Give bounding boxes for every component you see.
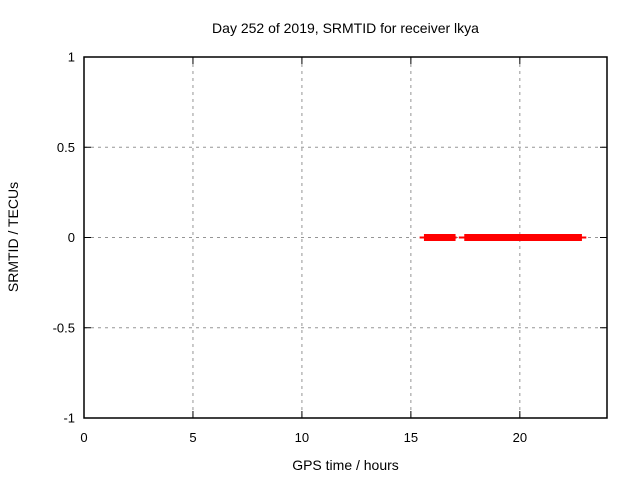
x-tick-label: 10 xyxy=(295,430,309,445)
y-tick-label: 1 xyxy=(68,50,75,65)
x-tick-label: 0 xyxy=(80,430,87,445)
y-axis-label: SRMTID / TECUs xyxy=(5,181,21,293)
y-tick-label: 0.5 xyxy=(57,140,75,155)
y-tick-label: -1 xyxy=(63,411,75,426)
y-tick-label: -0.5 xyxy=(53,320,75,335)
x-axis-label: GPS time / hours xyxy=(292,457,399,473)
plot-border xyxy=(83,56,608,419)
chart-title: Day 252 of 2019, SRMTID for receiver lky… xyxy=(212,20,479,36)
x-tick-label: 5 xyxy=(189,430,196,445)
y-tick-label: 0 xyxy=(68,230,75,245)
x-tick-label: 15 xyxy=(404,430,418,445)
x-tick-label: 20 xyxy=(513,430,527,445)
